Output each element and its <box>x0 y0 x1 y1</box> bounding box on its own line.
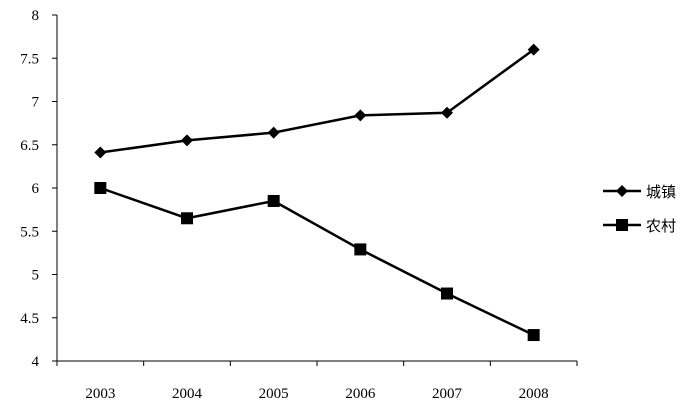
y-axis-ticks: 4 4.5 5 5.5 6 6.5 7 7.5 8 <box>20 8 57 370</box>
diamond-point <box>527 43 540 56</box>
legend-marker <box>616 185 628 197</box>
x-tick-label: 2005 <box>259 386 289 402</box>
series-line <box>99 186 535 337</box>
axes <box>56 15 577 362</box>
x-tick-label: 2003 <box>85 386 115 402</box>
square-point <box>441 287 453 300</box>
y-tick-label: 5 <box>32 268 40 284</box>
diamond-point <box>354 109 367 122</box>
x-tick-label: 2006 <box>345 386 376 402</box>
x-tick-label: 2004 <box>172 386 203 402</box>
y-tick-label: 6 <box>32 181 40 197</box>
series-2 <box>94 182 540 342</box>
diamond-point <box>94 146 107 159</box>
square-point <box>267 194 280 207</box>
square-point <box>527 329 540 342</box>
y-tick-label: 7 <box>32 95 40 111</box>
legend-item-2: 农村 <box>603 217 676 235</box>
legend-item-1: 城镇 <box>603 183 676 201</box>
y-tick-label: 4.5 <box>20 311 39 327</box>
x-tick-label: 2007 <box>432 386 463 402</box>
square-point <box>181 212 193 225</box>
square-point <box>354 243 367 256</box>
series-line <box>100 48 535 154</box>
y-tick-label: 8 <box>32 8 40 24</box>
y-tick-label: 6.5 <box>20 138 39 154</box>
diamond-point <box>441 106 453 119</box>
x-tick-label: 2008 <box>519 386 549 402</box>
series-layer <box>94 43 540 342</box>
legend-marker <box>616 219 628 231</box>
y-tick-label: 5.5 <box>20 224 39 240</box>
diamond-point <box>267 126 280 139</box>
x-axis-ticks: 2003 2004 2005 2006 2007 2008 <box>56 361 578 402</box>
legend-label: 城镇 <box>646 183 676 201</box>
series-1 <box>94 43 540 159</box>
y-tick-label: 4 <box>32 354 40 370</box>
y-tick-label: 7.5 <box>20 51 39 67</box>
diamond-point <box>181 134 193 147</box>
legend-label: 农村 <box>646 217 676 235</box>
square-point <box>94 182 107 194</box>
